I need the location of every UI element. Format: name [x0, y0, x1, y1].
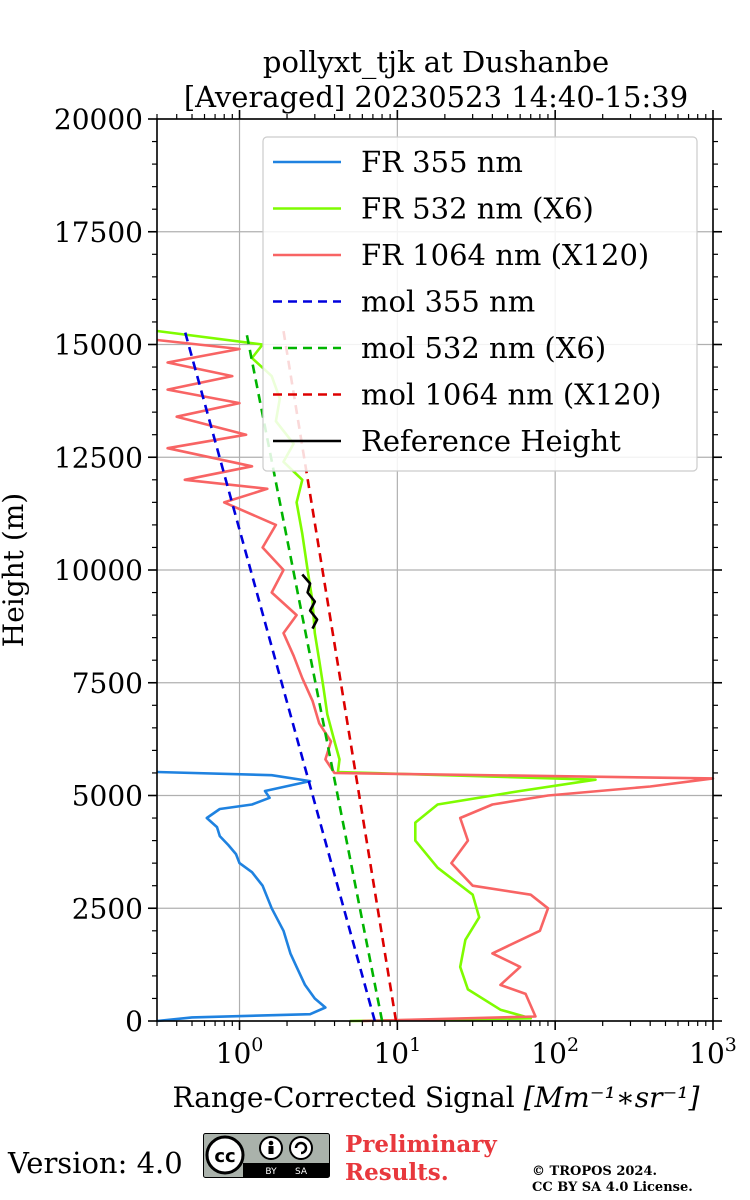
- x-tick-label-exponent: 3: [725, 1034, 737, 1056]
- y-axis-label: Height (m): [0, 493, 30, 647]
- x-tick-label-exponent: 2: [567, 1034, 579, 1056]
- legend-label-2: FR 1064 nm (X120): [361, 238, 649, 272]
- x-tick-label: 101: [373, 1034, 421, 1070]
- cc-icon: [205, 1135, 245, 1175]
- y-tick-label: 17500: [54, 216, 143, 249]
- badge-by-text: BY: [265, 1167, 277, 1177]
- x-tick-label-base: 10: [216, 1037, 252, 1070]
- series-line-5: [282, 330, 398, 1022]
- legend-box: [262, 136, 698, 472]
- legend-label-1: FR 532 nm (X6): [361, 192, 594, 226]
- x-tick-label: 102: [531, 1034, 579, 1070]
- y-tick-label: 20000: [54, 103, 143, 136]
- y-tick-label: 12500: [54, 441, 143, 474]
- y-tick-label: 5000: [72, 780, 143, 813]
- y-tick-label: 0: [125, 1005, 143, 1038]
- tick-labels: 100 101 102 1030250050007500100001250015000…: [54, 103, 737, 1070]
- copyright-line1: © TROPOS 2024.: [532, 1164, 658, 1179]
- cc-by-sa-badge: cc BY SA: [203, 1133, 330, 1178]
- copyright-note: © TROPOS 2024. CC BY SA 4.0 License.: [532, 1164, 693, 1196]
- series-line-6: [301, 573, 319, 630]
- sa-icon: [289, 1136, 313, 1160]
- x-tick-label-base: 10: [373, 1037, 409, 1070]
- legend: FR 355 nm FR 532 nm (X6) FR 1064 nm (X120)…: [262, 136, 698, 472]
- series-line-0: [156, 770, 327, 1023]
- legend-label-6: Reference Height: [361, 424, 621, 458]
- chart-title-line2: [Averaged] 20230523 14:40-15:39: [184, 80, 688, 114]
- y-tick-label: 15000: [54, 329, 143, 362]
- chart: pollyxt_tjk at Dushanbe [Averaged] 20230…: [0, 45, 737, 1114]
- x-axis-label-units: [Mm⁻¹∗sr⁻¹]: [524, 1081, 700, 1114]
- y-tick-label: 10000: [54, 554, 143, 587]
- y-tick-label: 2500: [72, 892, 143, 925]
- chart-title-line1: pollyxt_tjk at Dushanbe: [263, 45, 609, 80]
- x-axis-label: Range-Corrected Signal [Mm⁻¹∗sr⁻¹]: [173, 1081, 700, 1114]
- svg-text:cc: cc: [214, 1146, 235, 1167]
- y-tick-label: 7500: [72, 667, 143, 700]
- axis-ticks: [148, 110, 722, 1030]
- x-tick-label-exponent: 0: [251, 1034, 263, 1056]
- x-axis-label-text: Range-Corrected Signal: [173, 1081, 515, 1114]
- x-tick-label: 100: [216, 1034, 264, 1070]
- copyright-line2: CC BY SA 4.0 License.: [532, 1180, 693, 1195]
- x-tick-label-exponent: 1: [409, 1034, 421, 1056]
- x-tick-label-base: 10: [531, 1037, 567, 1070]
- legend-label-4: mol 532 nm (X6): [361, 331, 606, 365]
- legend-label-5: mol 1064 nm (X120): [361, 378, 662, 412]
- badge-sa-text: SA: [295, 1167, 308, 1177]
- legend-label-3: mol 355 nm: [361, 285, 535, 319]
- version-label: Version: 4.0: [8, 1146, 183, 1180]
- preliminary-line2: Results.: [345, 1159, 449, 1186]
- series-line-2: [156, 338, 715, 1023]
- preliminary-line1: Preliminary: [345, 1131, 497, 1158]
- x-tick-label-base: 10: [689, 1037, 725, 1070]
- x-tick-label: 103: [689, 1034, 737, 1070]
- legend-label-0: FR 355 nm: [361, 145, 523, 179]
- preliminary-results-note: Preliminary Results.: [345, 1131, 497, 1187]
